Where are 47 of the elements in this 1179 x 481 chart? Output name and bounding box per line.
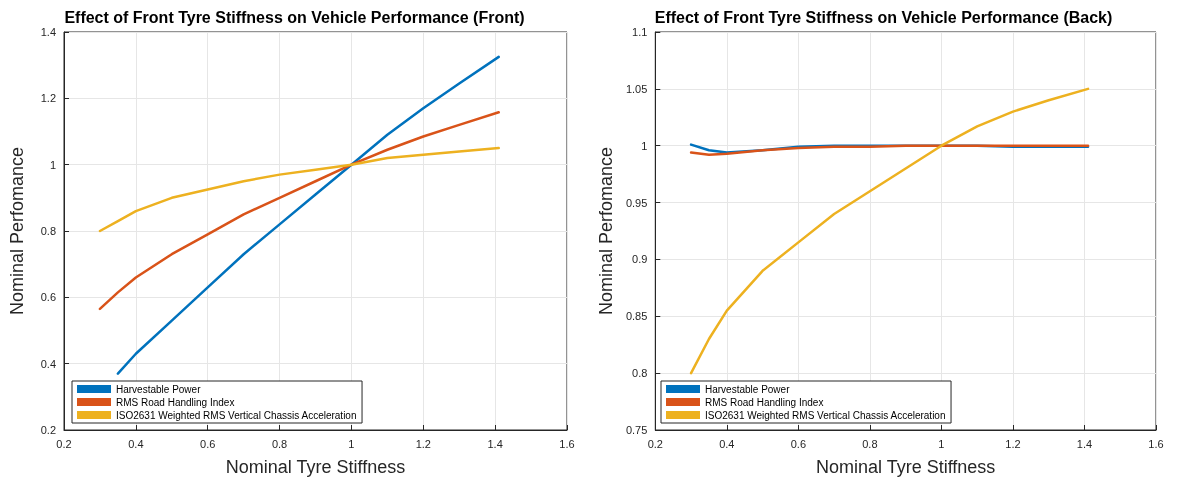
x-tick-label: 1	[348, 437, 355, 450]
legend-label: RMS Road Handling Index	[116, 396, 235, 408]
y-tick-label: 0.8	[632, 367, 648, 380]
x-tick-label: 1.6	[559, 437, 575, 450]
y-axis-title: Nominal Perfomance	[7, 146, 27, 316]
x-axis-title: Nominal Tyre Stiffness	[815, 457, 996, 477]
y-tick-label: 1	[641, 139, 648, 152]
x-tick-label: 0.2	[56, 437, 72, 450]
x-tick-label: 0.6	[790, 437, 807, 450]
y-tick-label: 0.2	[40, 424, 56, 436]
x-tick-label: 0.4	[128, 437, 144, 450]
y-tick-label: 1.2	[40, 92, 56, 105]
legend-label: Harvestable Power	[705, 383, 791, 395]
x-tick-label: 1.2	[1005, 437, 1021, 450]
x-tick-label: 0.2	[647, 437, 663, 450]
line-series	[689, 87, 1090, 375]
x-tick-label: 1.4	[1076, 437, 1093, 450]
x-tick-label: 0.4	[719, 437, 735, 450]
legend-label: ISO2631 Weighted RMS Vertical Chassis Acceleration	[116, 409, 357, 421]
legend-label: ISO2631 Weighted RMS Vertical Chassis Acceleration	[705, 409, 946, 421]
y-tick-label: 0.75	[625, 424, 648, 436]
y-axis-title: Nominal Perfomance	[596, 146, 616, 316]
line-series	[98, 146, 500, 233]
x-tick-label: 1	[938, 437, 945, 450]
y-tick-label: 1.4	[40, 26, 56, 38]
x-tick-label: 1.2	[415, 437, 431, 450]
x-axis-title: Nominal Tyre Stiffness	[225, 457, 406, 477]
y-tick-label: 1	[49, 158, 56, 171]
x-tick-label: 0.8	[271, 437, 288, 450]
y-tick-label: 0.95	[625, 196, 648, 209]
legend-label: Harvestable Power	[116, 383, 202, 395]
x-tick-label: 1.6	[1148, 437, 1164, 450]
chart-title: Effect of Front Tyre Stiffness on Vehicle Performance (Front)	[64, 8, 525, 26]
y-tick-label: 0.6	[40, 291, 56, 304]
legend-label: RMS Road Handling Index	[705, 396, 824, 408]
line-series	[98, 111, 500, 311]
y-tick-label: 0.8	[40, 225, 56, 237]
x-tick-label: 0.8	[862, 437, 878, 450]
y-tick-label: 1.05	[625, 82, 648, 95]
y-tick-label: 1.1	[632, 26, 648, 38]
line-series	[116, 55, 500, 375]
chart-title: Effect of Front Tyre Stiffness on Vehicle Performance (Back)	[654, 8, 1113, 26]
y-tick-label: 0.9	[632, 253, 648, 266]
x-tick-label: 1.4	[487, 437, 503, 450]
y-tick-label: 0.4	[40, 357, 56, 370]
x-tick-label: 0.6	[200, 437, 216, 450]
y-tick-label: 0.85	[625, 310, 648, 323]
